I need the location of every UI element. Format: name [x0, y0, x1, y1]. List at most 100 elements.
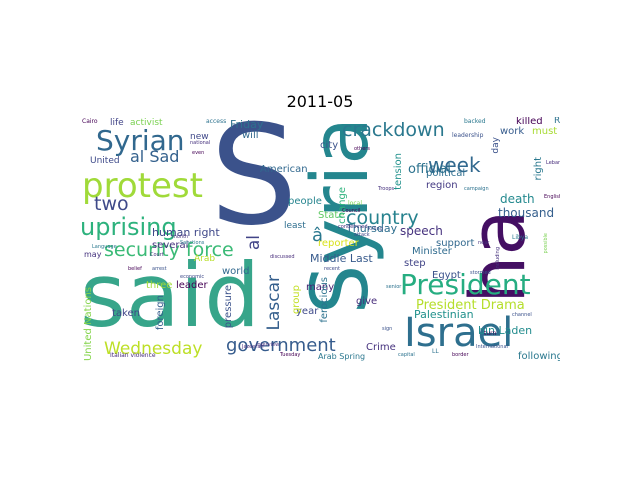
- word: senior: [386, 284, 402, 290]
- word: President Drama: [416, 298, 525, 313]
- word: International: [476, 344, 508, 350]
- word: capital: [398, 352, 415, 358]
- word: least: [284, 221, 306, 231]
- word: must: [532, 126, 558, 137]
- word: group: [291, 285, 302, 315]
- word: right: [533, 157, 544, 181]
- word: Council: [342, 208, 361, 214]
- word: Minister: [412, 246, 452, 257]
- word: discussed: [270, 254, 295, 260]
- word: al Sad: [130, 147, 180, 166]
- word: will: [242, 130, 259, 141]
- word: State: [318, 210, 345, 221]
- word: speech: [400, 224, 443, 238]
- word: Crime: [366, 342, 396, 353]
- word: killed: [516, 117, 543, 127]
- word: access: [206, 118, 227, 125]
- word: â: [312, 225, 324, 246]
- word: economic: [180, 274, 205, 280]
- word: Libya: [512, 234, 529, 241]
- word: bin Laden: [478, 324, 533, 337]
- word: Jazeerah: [242, 344, 264, 350]
- word: recent: [324, 266, 340, 272]
- word: year: [296, 306, 319, 317]
- word: English: [544, 194, 560, 200]
- word: local: [348, 200, 362, 207]
- word: near: [478, 240, 490, 246]
- word: Tuesday: [280, 352, 301, 358]
- word: Wednesday: [104, 339, 203, 359]
- word: stormed: [470, 270, 491, 276]
- word: support: [436, 238, 475, 249]
- word: death: [500, 192, 535, 206]
- word: official: [408, 162, 451, 177]
- word: crackdown: [342, 119, 445, 141]
- word: United Nations: [83, 287, 94, 362]
- word: month: [172, 234, 189, 240]
- word: American: [260, 164, 308, 175]
- word: region: [426, 180, 458, 191]
- word: Egypt: [432, 270, 461, 281]
- word: said: [80, 244, 261, 347]
- word: day: [491, 137, 501, 154]
- word: Ran: [554, 117, 560, 126]
- word: Friday: [230, 118, 264, 131]
- word: including: [495, 247, 501, 270]
- word: Israel: [404, 310, 514, 356]
- word: S: [210, 117, 298, 256]
- chart-title: 2011-05: [286, 92, 354, 111]
- word: protest: [82, 166, 203, 206]
- word: condemned: [338, 224, 368, 230]
- word: sign: [382, 326, 393, 332]
- word: campaign: [464, 186, 489, 192]
- word: week: [428, 153, 481, 177]
- word: activist: [130, 118, 163, 128]
- word: change: [337, 187, 348, 224]
- word: President: [400, 268, 531, 301]
- word: human right: [152, 226, 220, 239]
- word: ferocious: [319, 277, 330, 323]
- word: Syrian: [96, 124, 185, 157]
- word: work: [500, 126, 525, 137]
- word: channel: [512, 312, 532, 318]
- word: Lebanon: [546, 160, 560, 166]
- word: leader: [176, 280, 208, 291]
- word: Troops: [378, 186, 395, 192]
- word: tension: [393, 153, 404, 190]
- word: give: [356, 296, 378, 307]
- word: killing: [368, 226, 383, 232]
- word: leadership: [452, 132, 484, 139]
- word: Arab: [194, 254, 216, 264]
- word: al: [244, 235, 264, 251]
- word: security force: [104, 239, 234, 261]
- word: foreign: [155, 295, 166, 331]
- word: pressure: [223, 285, 234, 329]
- word: many: [306, 282, 335, 293]
- word: national: [190, 140, 211, 146]
- word: Lascar: [264, 275, 284, 331]
- word: two: [94, 193, 129, 215]
- word: border: [452, 352, 469, 358]
- word: United: [90, 156, 120, 166]
- word: city: [320, 140, 339, 151]
- word: life: [110, 118, 124, 128]
- word: three: [146, 280, 173, 291]
- word: political: [426, 168, 466, 179]
- word: step: [404, 258, 426, 269]
- word: Thursday: [346, 222, 398, 235]
- word: taken: [112, 308, 140, 319]
- word: attack: [354, 232, 370, 238]
- word: Cairo: [82, 118, 98, 125]
- word: LL: [432, 348, 439, 355]
- word: Court: [150, 252, 164, 258]
- word: people: [288, 196, 322, 207]
- word: Italian violence: [110, 352, 156, 359]
- word: Sanctions: [180, 240, 205, 246]
- word: turn: [484, 330, 497, 337]
- word: thousand: [498, 206, 555, 220]
- word: Palestinian: [414, 308, 474, 321]
- word: arrest: [152, 266, 167, 272]
- word: reporter: [318, 238, 359, 249]
- word: uprising: [80, 213, 177, 241]
- word: even: [192, 150, 205, 156]
